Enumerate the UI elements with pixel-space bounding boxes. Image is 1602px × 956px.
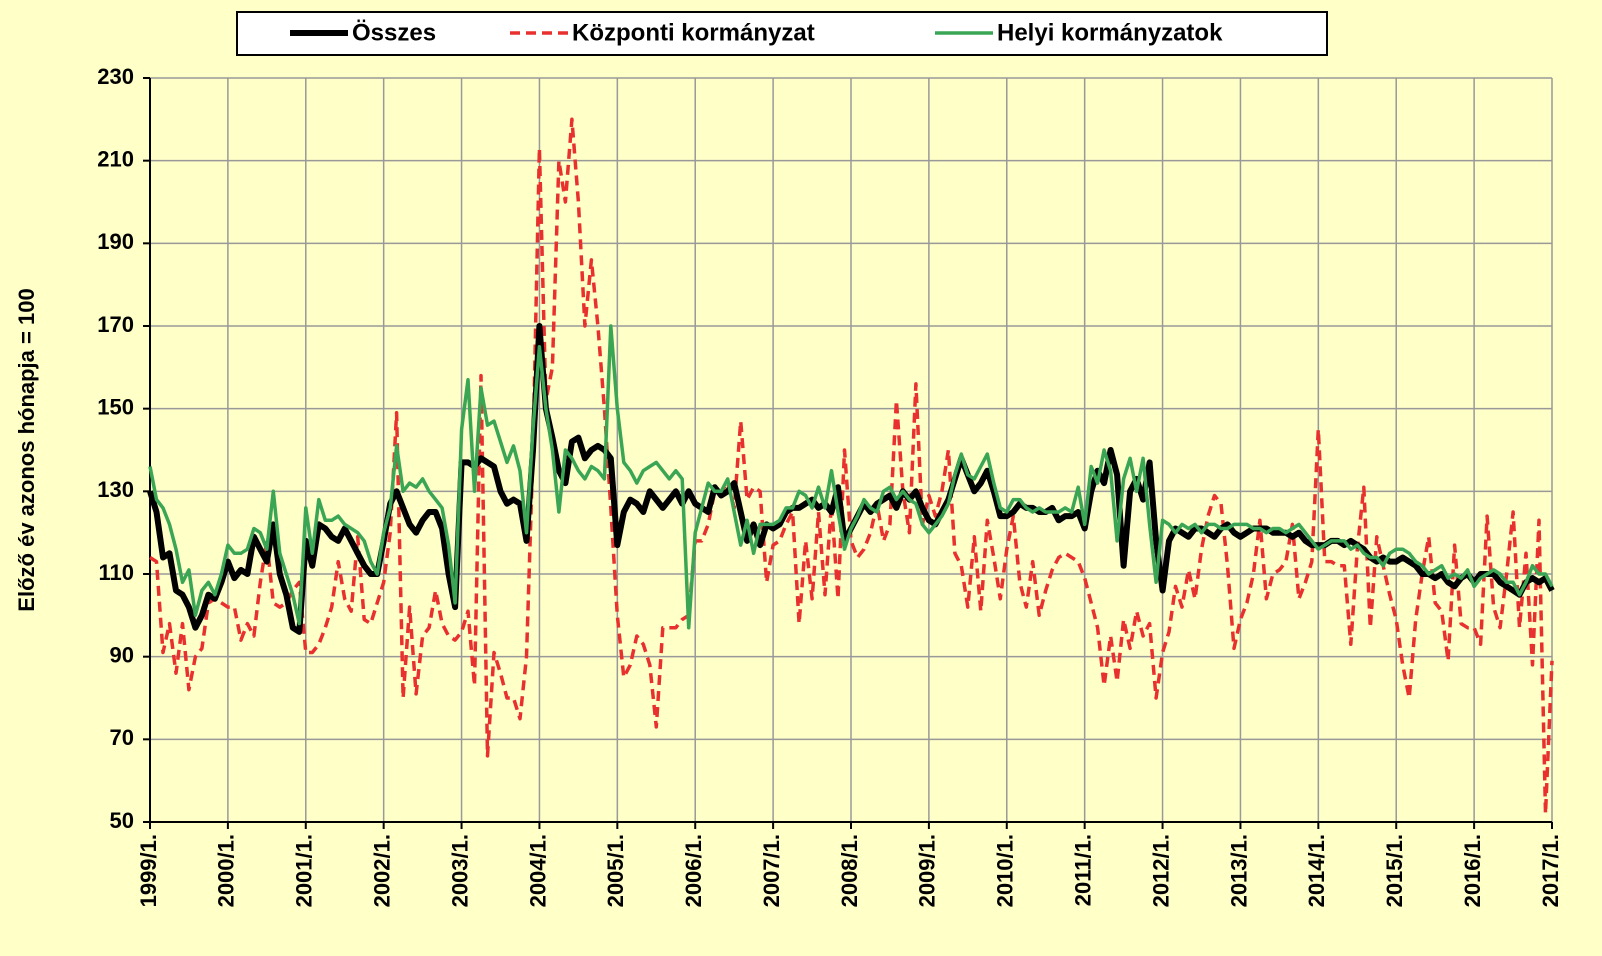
x-tick-label: 2015/1. (1382, 834, 1407, 907)
x-tick-label: 2002/1. (369, 834, 394, 907)
x-tick-label: 2001/1. (292, 834, 317, 907)
x-tick-label: 2013/1. (1226, 834, 1251, 907)
x-tick-label: 2012/1. (1148, 834, 1173, 907)
legend-label: Összes (352, 19, 436, 46)
x-tick-label: 2016/1. (1460, 834, 1485, 907)
y-tick-label: 230 (97, 64, 134, 89)
x-tick-label: 2004/1. (525, 834, 550, 907)
x-tick-label: 2008/1. (837, 834, 862, 907)
x-tick-label: 2011/1. (1070, 834, 1095, 906)
y-tick-label: 190 (97, 229, 134, 254)
x-tick-label: 2003/1. (447, 834, 472, 907)
legend-label: Helyi kormányzatok (997, 19, 1223, 46)
x-tick-label: 2017/1. (1538, 834, 1563, 907)
x-tick-label: 2009/1. (915, 834, 940, 907)
y-axis-title: Előző év azonos hónapja = 100 (14, 288, 39, 611)
y-tick-label: 50 (110, 808, 134, 833)
x-tick-label: 2006/1. (681, 834, 706, 907)
x-tick-label: 2010/1. (993, 834, 1018, 907)
y-tick-label: 170 (97, 312, 134, 337)
y-tick-label: 210 (97, 146, 134, 171)
series-line (149, 117, 1554, 816)
legend: Összes Központi kormányzat Helyi kormányza… (236, 11, 1328, 56)
x-tick-label: 2000/1. (214, 834, 239, 907)
y-tick-label: 110 (99, 560, 135, 585)
x-tick-label: 1999/1. (136, 834, 161, 907)
y-tick-label: 70 (110, 725, 134, 750)
y-tick-label: 130 (97, 477, 134, 502)
x-tick-label: 2007/1. (759, 834, 784, 907)
x-tick-label: 2014/1. (1304, 834, 1329, 907)
series-line (148, 324, 1554, 630)
x-tick-label: 2005/1. (603, 834, 628, 907)
legend-box (236, 11, 1328, 56)
y-tick-label: 90 (110, 642, 134, 667)
legend-label: Központi kormányzat (572, 19, 815, 46)
y-tick-label: 150 (97, 394, 134, 419)
